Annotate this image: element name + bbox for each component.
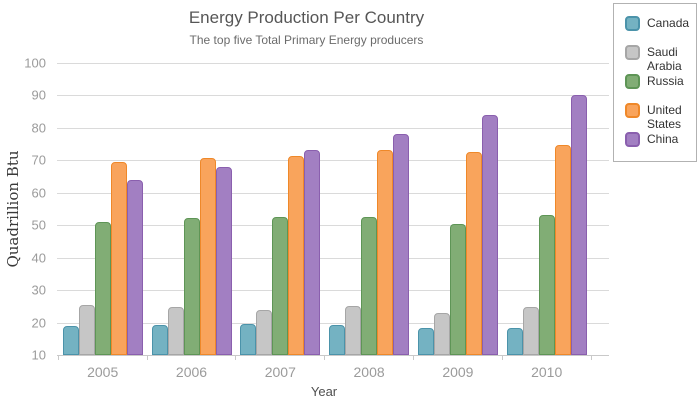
bar-russia-2005[interactable] — [94, 222, 111, 355]
y-tick-label: 100 — [24, 55, 46, 71]
bar-russia-2006[interactable] — [183, 218, 200, 355]
legend-label: Russia — [647, 74, 684, 88]
x-tick-label-2005: 2005 — [87, 364, 119, 380]
bar-saudi-arabia-2006[interactable] — [167, 307, 184, 355]
y-tick-label: 90 — [31, 87, 46, 103]
gridline — [57, 257, 609, 259]
x-tick-label-2006: 2006 — [175, 364, 208, 380]
bar-china-2006[interactable] — [215, 166, 232, 355]
legend-label: Saudi Arabia — [647, 45, 682, 73]
x-tick-label-2007: 2007 — [264, 364, 296, 380]
chart-subtitle: The top five Total Primary Energy produc… — [189, 33, 424, 47]
legend-swatch — [625, 103, 640, 118]
bar-united-states-2010[interactable] — [554, 145, 571, 355]
bar-canada-2009[interactable] — [417, 327, 434, 355]
x-axis-tick — [590, 355, 592, 360]
legend-label: China — [647, 132, 679, 146]
x-axis-tick — [324, 355, 326, 360]
chart-title: Energy Production Per Country — [188, 8, 425, 27]
legend-item-russia[interactable]: Russia — [625, 74, 696, 103]
x-axis-line — [57, 355, 609, 356]
gridline — [57, 225, 609, 227]
bar-russia-2010[interactable] — [538, 214, 555, 355]
legend-swatch — [625, 132, 640, 147]
bar-china-2008[interactable] — [393, 133, 410, 355]
bar-canada-2010[interactable] — [506, 328, 523, 355]
y-tick-label: 60 — [31, 185, 46, 201]
x-axis-tick — [57, 355, 59, 360]
x-axis-tick — [413, 355, 414, 360]
legend-item-united-states[interactable]: United States — [625, 103, 696, 132]
y-tick-label: 80 — [31, 120, 46, 136]
bar-canada-2005[interactable] — [62, 325, 79, 355]
gridline — [57, 322, 609, 324]
legend-item-saudi-arabia[interactable]: Saudi Arabia — [625, 45, 696, 74]
bar-canada-2006[interactable] — [151, 324, 168, 355]
x-axis-tick — [146, 355, 148, 360]
bar-china-2009[interactable] — [481, 114, 498, 355]
x-tick-label-2010: 2010 — [531, 364, 563, 380]
bar-saudi-arabia-2007[interactable] — [256, 310, 273, 355]
legend-label: Canada — [647, 16, 690, 30]
bar-united-states-2007[interactable] — [288, 155, 305, 355]
legend-box: Canada Saudi Arabia Russia United States Chi… — [613, 3, 697, 162]
bar-canada-2008[interactable] — [329, 325, 346, 355]
gridline — [57, 192, 609, 194]
gridline — [57, 127, 609, 129]
bar-saudi-arabia-2005[interactable] — [78, 305, 95, 355]
y-tick-label: 40 — [31, 250, 46, 266]
x-tick-label-2008: 2008 — [353, 364, 385, 380]
bar-united-states-2006[interactable] — [199, 158, 216, 355]
bar-china-2010[interactable] — [570, 94, 587, 355]
x-axis-tick — [501, 355, 503, 360]
bar-russia-2007[interactable] — [272, 217, 289, 355]
legend-swatch — [625, 45, 640, 60]
x-tick-label-2009: 2009 — [442, 364, 474, 380]
y-tick-label: 10 — [31, 347, 46, 363]
bar-china-2005[interactable] — [126, 180, 143, 355]
gridline — [57, 160, 609, 162]
y-tick-label: 20 — [31, 315, 46, 331]
bar-china-2007[interactable] — [304, 150, 321, 355]
bar-saudi-arabia-2010[interactable] — [522, 307, 539, 355]
y-tick-label: 30 — [31, 282, 46, 298]
bar-saudi-arabia-2009[interactable] — [433, 313, 450, 355]
bar-united-states-2009[interactable] — [465, 152, 482, 355]
legend-item-canada[interactable]: Canada — [625, 16, 696, 45]
legend-item-china[interactable]: China — [625, 132, 696, 161]
legend-swatch — [625, 74, 640, 89]
x-axis-title: Year — [310, 384, 338, 399]
y-tick-label: 70 — [31, 152, 46, 168]
y-tick-label: 50 — [31, 217, 46, 233]
x-axis-tick — [235, 355, 237, 360]
legend-label: United States — [647, 103, 682, 131]
bar-united-states-2005[interactable] — [110, 162, 127, 355]
bar-canada-2007[interactable] — [240, 324, 257, 355]
gridline — [57, 290, 609, 292]
bar-saudi-arabia-2008[interactable] — [345, 305, 362, 355]
gridline — [57, 63, 609, 64]
bar-russia-2009[interactable] — [449, 223, 466, 355]
gridline — [57, 95, 609, 97]
bar-russia-2008[interactable] — [361, 217, 378, 355]
bar-united-states-2008[interactable] — [377, 150, 394, 355]
legend-swatch — [625, 16, 640, 31]
